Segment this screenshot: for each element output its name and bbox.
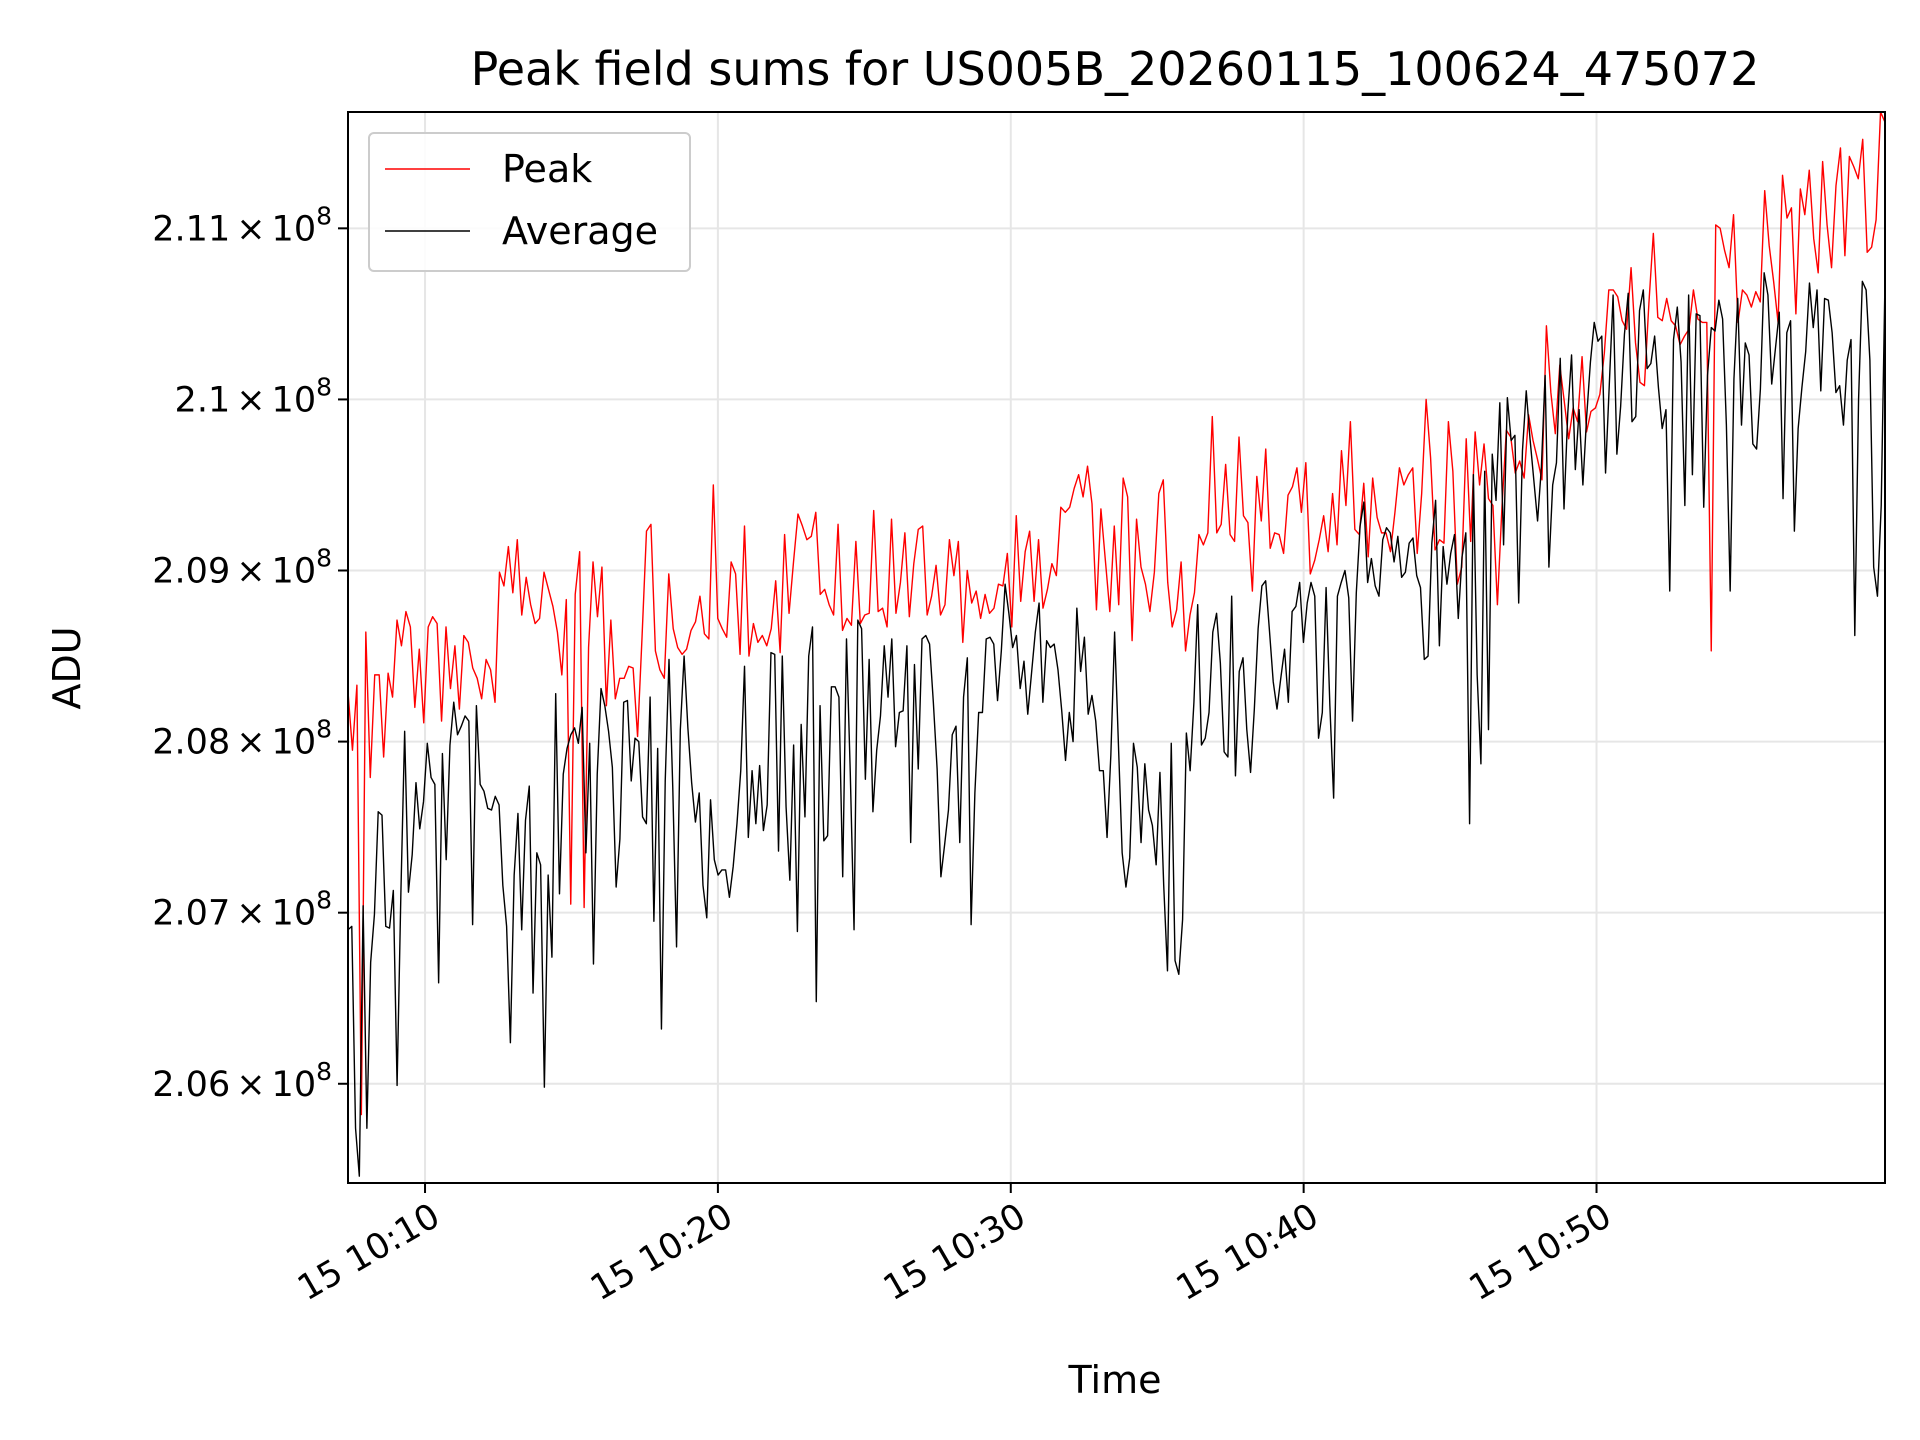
y-tick-base: 10: [272, 723, 317, 763]
y-tick-label: 2.06 × 108: [152, 1057, 332, 1105]
y-tick-times: ×: [236, 552, 265, 592]
y-tick-exponent: 8: [316, 201, 332, 230]
plot-frame: [347, 111, 1886, 1184]
y-tick-base: 10: [272, 209, 317, 249]
y-tick-label: 2.07 × 108: [152, 886, 332, 934]
y-tick-mantissa: 2.09: [152, 552, 230, 592]
y-tick-times: ×: [236, 209, 265, 249]
legend-label-average: Average: [502, 209, 658, 253]
y-tick-times: ×: [236, 723, 265, 763]
y-tick-label: 2.11 × 108: [152, 201, 332, 249]
y-tick-times: ×: [236, 1065, 265, 1105]
y-tick-label: 2.08 × 108: [152, 715, 332, 763]
y-tick-mantissa: 2.1: [175, 380, 231, 420]
y-tick-exponent: 8: [316, 544, 332, 573]
y-tick-label: 2.09 × 108: [152, 544, 332, 592]
grid: [348, 112, 1885, 1183]
y-tick-base: 10: [272, 1065, 317, 1105]
y-tick-exponent: 8: [316, 886, 332, 915]
legend-label-peak: Peak: [502, 147, 592, 191]
y-tick-base: 10: [272, 894, 317, 934]
y-tick-times: ×: [236, 380, 265, 420]
series-layer: [348, 112, 1885, 1177]
y-tick-base: 10: [272, 380, 317, 420]
y-tick-exponent: 8: [316, 372, 332, 401]
chart-title: Peak field sums for US005B_20260115_1006…: [471, 42, 1760, 96]
y-tick-mantissa: 2.06: [152, 1065, 230, 1105]
y-axis-label: ADU: [45, 626, 89, 709]
y-tick-mantissa: 2.11: [152, 209, 230, 249]
y-tick-exponent: 8: [316, 715, 332, 744]
y-tick-mantissa: 2.07: [152, 894, 230, 934]
y-tick-exponent: 8: [316, 1057, 332, 1086]
legend-box: [368, 132, 691, 272]
legend: Peak Average: [368, 132, 691, 272]
y-tick-times: ×: [236, 894, 265, 934]
y-tick-base: 10: [272, 552, 317, 592]
y-tick-label: 2.1 × 108: [175, 372, 332, 420]
series-line-average: [348, 272, 1885, 1177]
y-tick-mantissa: 2.08: [152, 723, 230, 763]
x-axis-label: Time: [1068, 1358, 1162, 1402]
